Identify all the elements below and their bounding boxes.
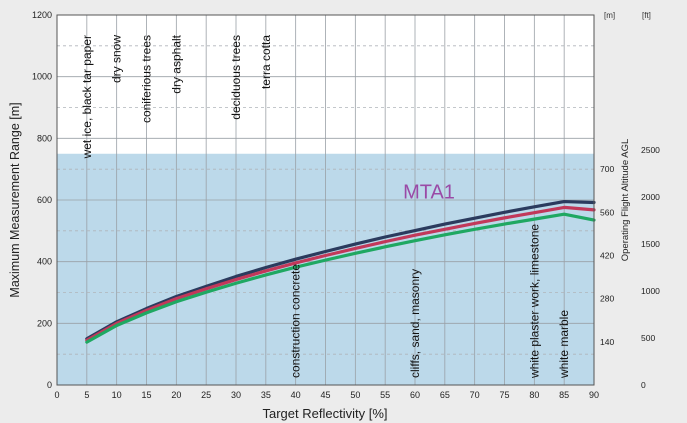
y-tick-label: 1000	[32, 72, 52, 82]
x-tick-label: 5	[84, 390, 89, 400]
x-axis-label: Target Reflectivity [%]	[263, 406, 388, 421]
right-axis-ft-labels: 0 500 1000 1500 2000 2500	[641, 145, 660, 390]
x-tick-label: 85	[559, 390, 569, 400]
series-line-2	[85, 205, 596, 342]
right-axis-m-unit: [m]	[604, 11, 615, 20]
material-label: dry asphalt	[169, 34, 183, 93]
x-tick-label: 15	[141, 390, 151, 400]
material-label: dry snow	[110, 35, 124, 83]
material-label: coniferious trees	[140, 35, 154, 123]
y-tick-label: 1200	[32, 10, 52, 20]
right-axis-m-tick: 700	[600, 164, 614, 174]
x-tick-label: 35	[261, 390, 271, 400]
x-tick-label: 45	[320, 390, 330, 400]
right-axis-m-labels: 140 280 420 560 700	[600, 164, 614, 347]
right-axis-label: Operating Flight Altitude AGL	[620, 139, 631, 262]
material-label: terra cotta	[259, 35, 273, 89]
right-axis-m-tick: 420	[600, 251, 614, 261]
material-label: deciduous trees	[229, 35, 243, 120]
right-axis-ft-tick: 2500	[641, 145, 660, 155]
x-tick-label: 75	[499, 390, 509, 400]
material-label: construction concrete	[289, 264, 303, 378]
x-tick-label: 25	[201, 390, 211, 400]
x-tick-labels: 0 5 10 15 20 25 30 35 40 45 50 55 60 65 70 75 80 85 90	[54, 390, 599, 400]
x-tick-label: 70	[470, 390, 480, 400]
x-tick-label: 10	[112, 390, 122, 400]
right-axis-ft-unit: [ft]	[642, 11, 651, 20]
right-axis-m-tick: 560	[600, 207, 614, 217]
right-axis-ft-tick: 1500	[641, 239, 660, 249]
x-tick-label: 90	[589, 390, 599, 400]
x-tick-label: 0	[54, 390, 59, 400]
y-tick-label: 800	[37, 133, 52, 143]
series-lines	[85, 199, 596, 344]
x-tick-label: 80	[529, 390, 539, 400]
right-axis-ft-tick: 1000	[641, 286, 660, 296]
x-tick-label: 50	[350, 390, 360, 400]
material-label: wet ice, black tar paper	[80, 35, 94, 159]
y-tick-label: 200	[37, 318, 52, 328]
y-tick-label: 400	[37, 257, 52, 267]
y-tick-label: 600	[37, 195, 52, 205]
right-axis-ft-tick: 0	[641, 380, 646, 390]
right-axis-m-tick: 140	[600, 337, 614, 347]
series-line-3	[85, 212, 596, 344]
right-axis-m-tick: 280	[600, 294, 614, 304]
y-axis-label: Maximum Measurement Range [m]	[8, 102, 22, 297]
y-tick-label: 0	[47, 380, 52, 390]
mta1-annotation: MTA1	[403, 181, 455, 203]
material-labels: wet ice, black tar paper dry snow coniferi…	[80, 34, 571, 379]
x-tick-label: 60	[410, 390, 420, 400]
x-tick-label: 20	[171, 390, 181, 400]
series-line-1	[85, 199, 596, 341]
x-tick-label: 65	[440, 390, 450, 400]
material-label: white marble	[557, 310, 571, 379]
right-axis-ft-tick: 2000	[641, 192, 660, 202]
x-tick-label: 30	[231, 390, 241, 400]
y-tick-labels: 0 200 400 600 800 1000 1200	[32, 10, 52, 390]
right-axis-ft-tick: 500	[641, 333, 655, 343]
plot-frame	[56, 14, 595, 386]
material-label: white plaster work, limestone	[527, 224, 541, 379]
x-tick-label: 40	[291, 390, 301, 400]
material-label: cliffs, sand, masonry	[408, 269, 422, 378]
x-tick-label: 55	[380, 390, 390, 400]
